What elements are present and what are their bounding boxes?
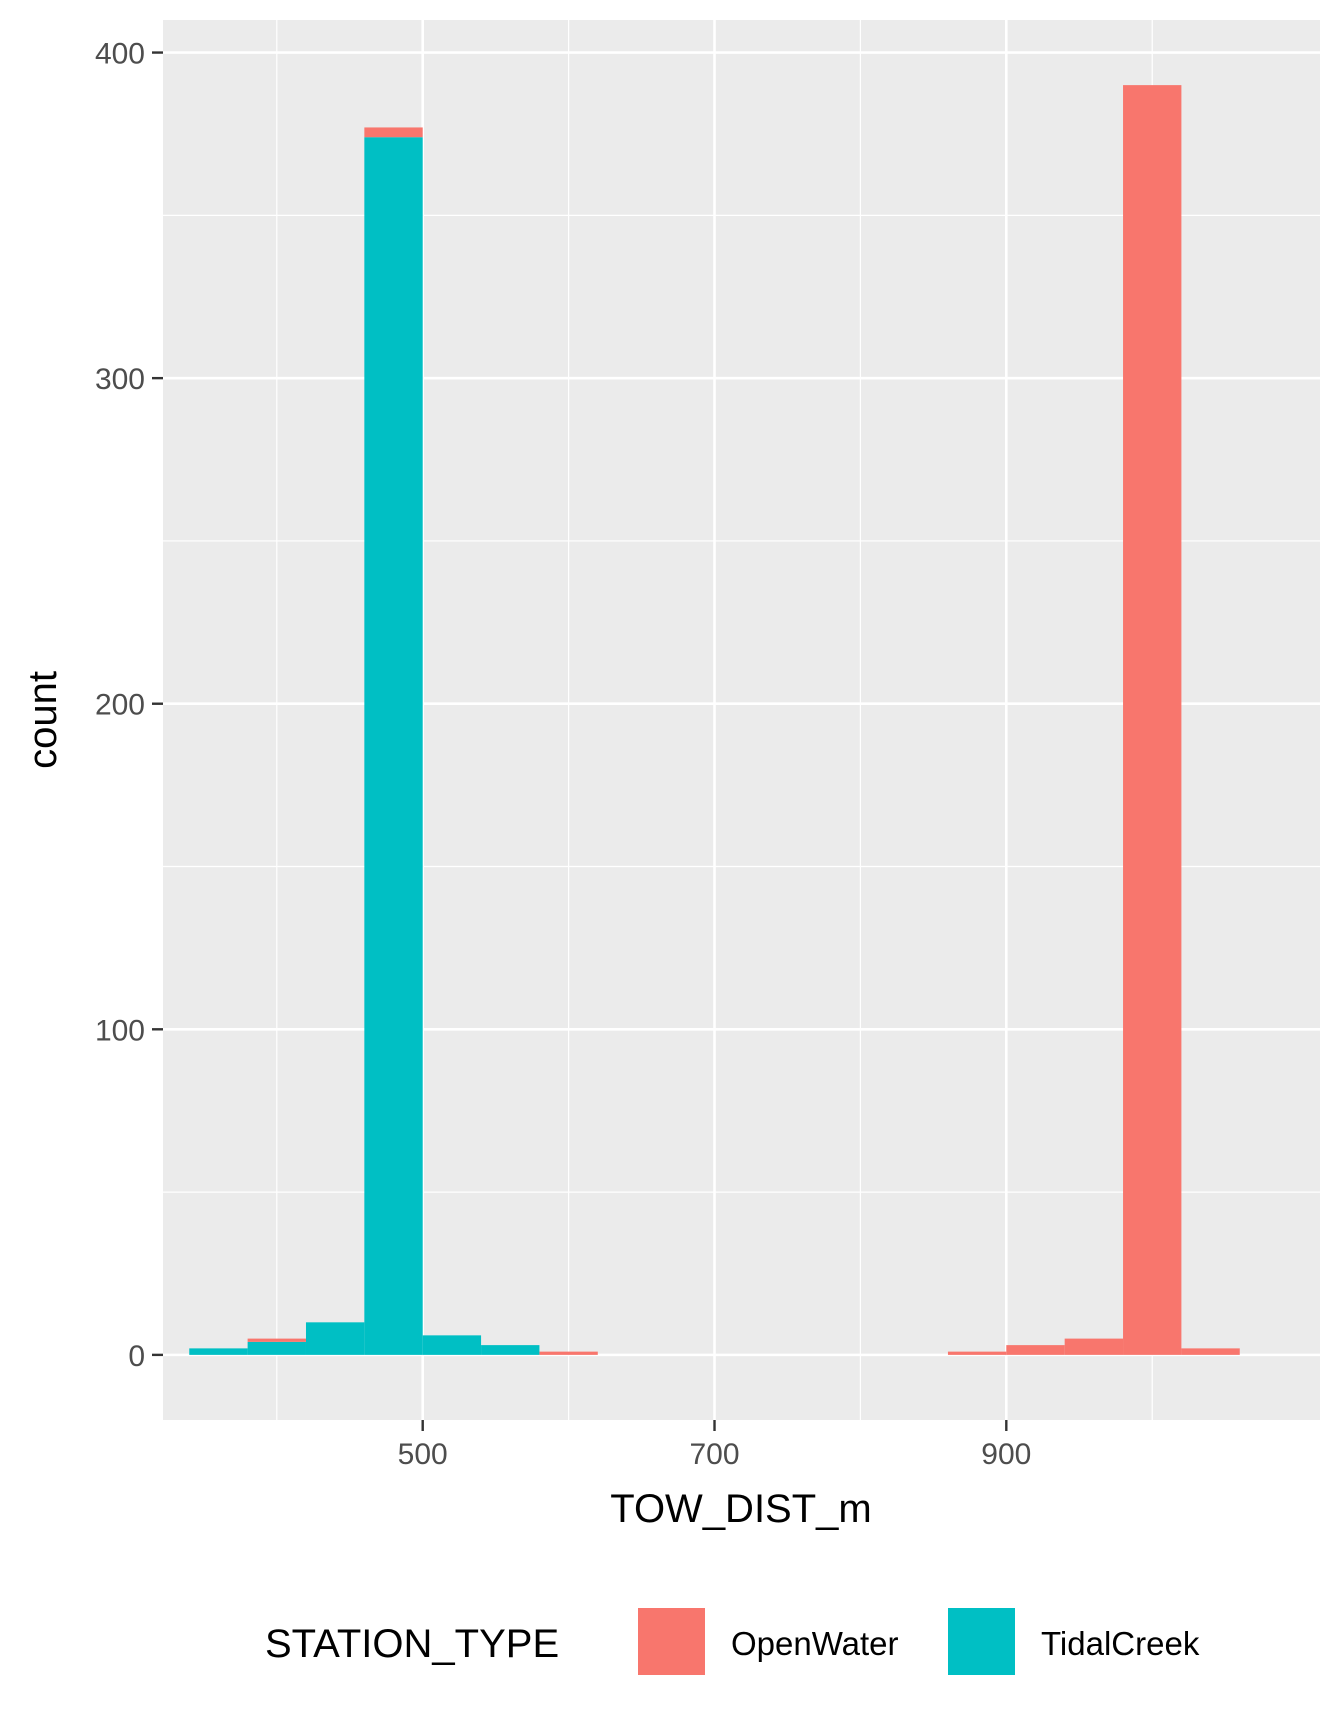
bar-tidalcreek xyxy=(247,1341,306,1355)
x-axis-title: TOW_DIST_m xyxy=(610,1487,872,1531)
y-tick-label: 0 xyxy=(128,1340,145,1373)
legend-key-openwater xyxy=(638,1608,705,1675)
bar-openwater xyxy=(947,1351,1007,1355)
legend: STATION_TYPE OpenWater TidalCreek xyxy=(265,1608,1200,1675)
y-tick-label: 200 xyxy=(95,689,145,722)
bar-openwater xyxy=(1181,1348,1240,1355)
x-tick-label: 500 xyxy=(398,1438,448,1471)
x-axis: 500 700 900 xyxy=(398,1420,1031,1471)
y-axis-title: count xyxy=(21,671,65,769)
legend-key-tidalcreek xyxy=(948,1608,1015,1675)
x-tick-label: 900 xyxy=(981,1438,1031,1471)
y-tick-label: 300 xyxy=(95,363,145,396)
bar-tidalcreek xyxy=(422,1335,482,1355)
bar-openwater xyxy=(539,1351,598,1355)
bar-tidalcreek xyxy=(364,137,423,1355)
bar-openwater xyxy=(1006,1345,1065,1355)
y-tick-label: 400 xyxy=(95,38,145,71)
y-axis: 0 100 200 300 400 xyxy=(95,38,163,1373)
bar-tidalcreek xyxy=(481,1345,540,1355)
bar-openwater xyxy=(1064,1338,1124,1355)
bars-group xyxy=(189,85,1240,1355)
bar-openwater xyxy=(1123,85,1182,1355)
bar-tidalcreek xyxy=(189,1348,248,1355)
y-tick-label: 100 xyxy=(95,1014,145,1047)
x-tick-label: 700 xyxy=(689,1438,739,1471)
bar-openwater xyxy=(247,1338,306,1342)
bar-openwater xyxy=(364,127,423,138)
legend-title: STATION_TYPE xyxy=(265,1622,559,1666)
legend-label-openwater: OpenWater xyxy=(731,1625,899,1662)
bar-tidalcreek xyxy=(305,1322,365,1355)
legend-label-tidalcreek: TidalCreek xyxy=(1041,1625,1200,1662)
